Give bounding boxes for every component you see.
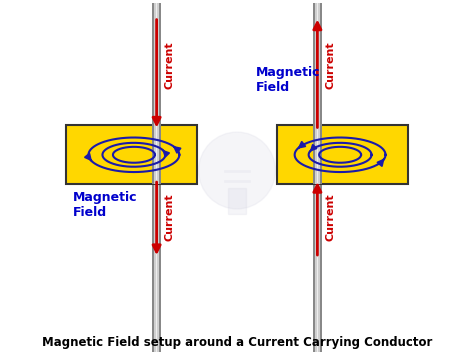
Bar (317, 122, 318, 185)
Text: Current: Current (165, 42, 175, 89)
Text: Magnetic
Field: Magnetic Field (256, 66, 321, 94)
Bar (277, 125, 408, 185)
Bar (156, 3, 157, 352)
Bar (313, 122, 322, 185)
Bar (66, 125, 197, 185)
Text: Magnetic Field setup around a Current Carrying Conductor: Magnetic Field setup around a Current Ca… (42, 336, 432, 349)
Bar (315, 122, 320, 185)
Bar (152, 122, 161, 185)
Text: Current: Current (326, 194, 336, 241)
Text: Current: Current (165, 194, 175, 241)
Text: Current: Current (326, 42, 336, 89)
Bar (317, 3, 318, 352)
Bar (156, 122, 157, 185)
Text: Magnetic
Field: Magnetic Field (73, 191, 137, 219)
Circle shape (199, 132, 275, 209)
Bar (228, 188, 246, 214)
Bar (313, 3, 322, 352)
Bar (154, 3, 159, 352)
Bar (152, 3, 161, 352)
Bar (154, 122, 159, 185)
Bar (315, 3, 320, 352)
